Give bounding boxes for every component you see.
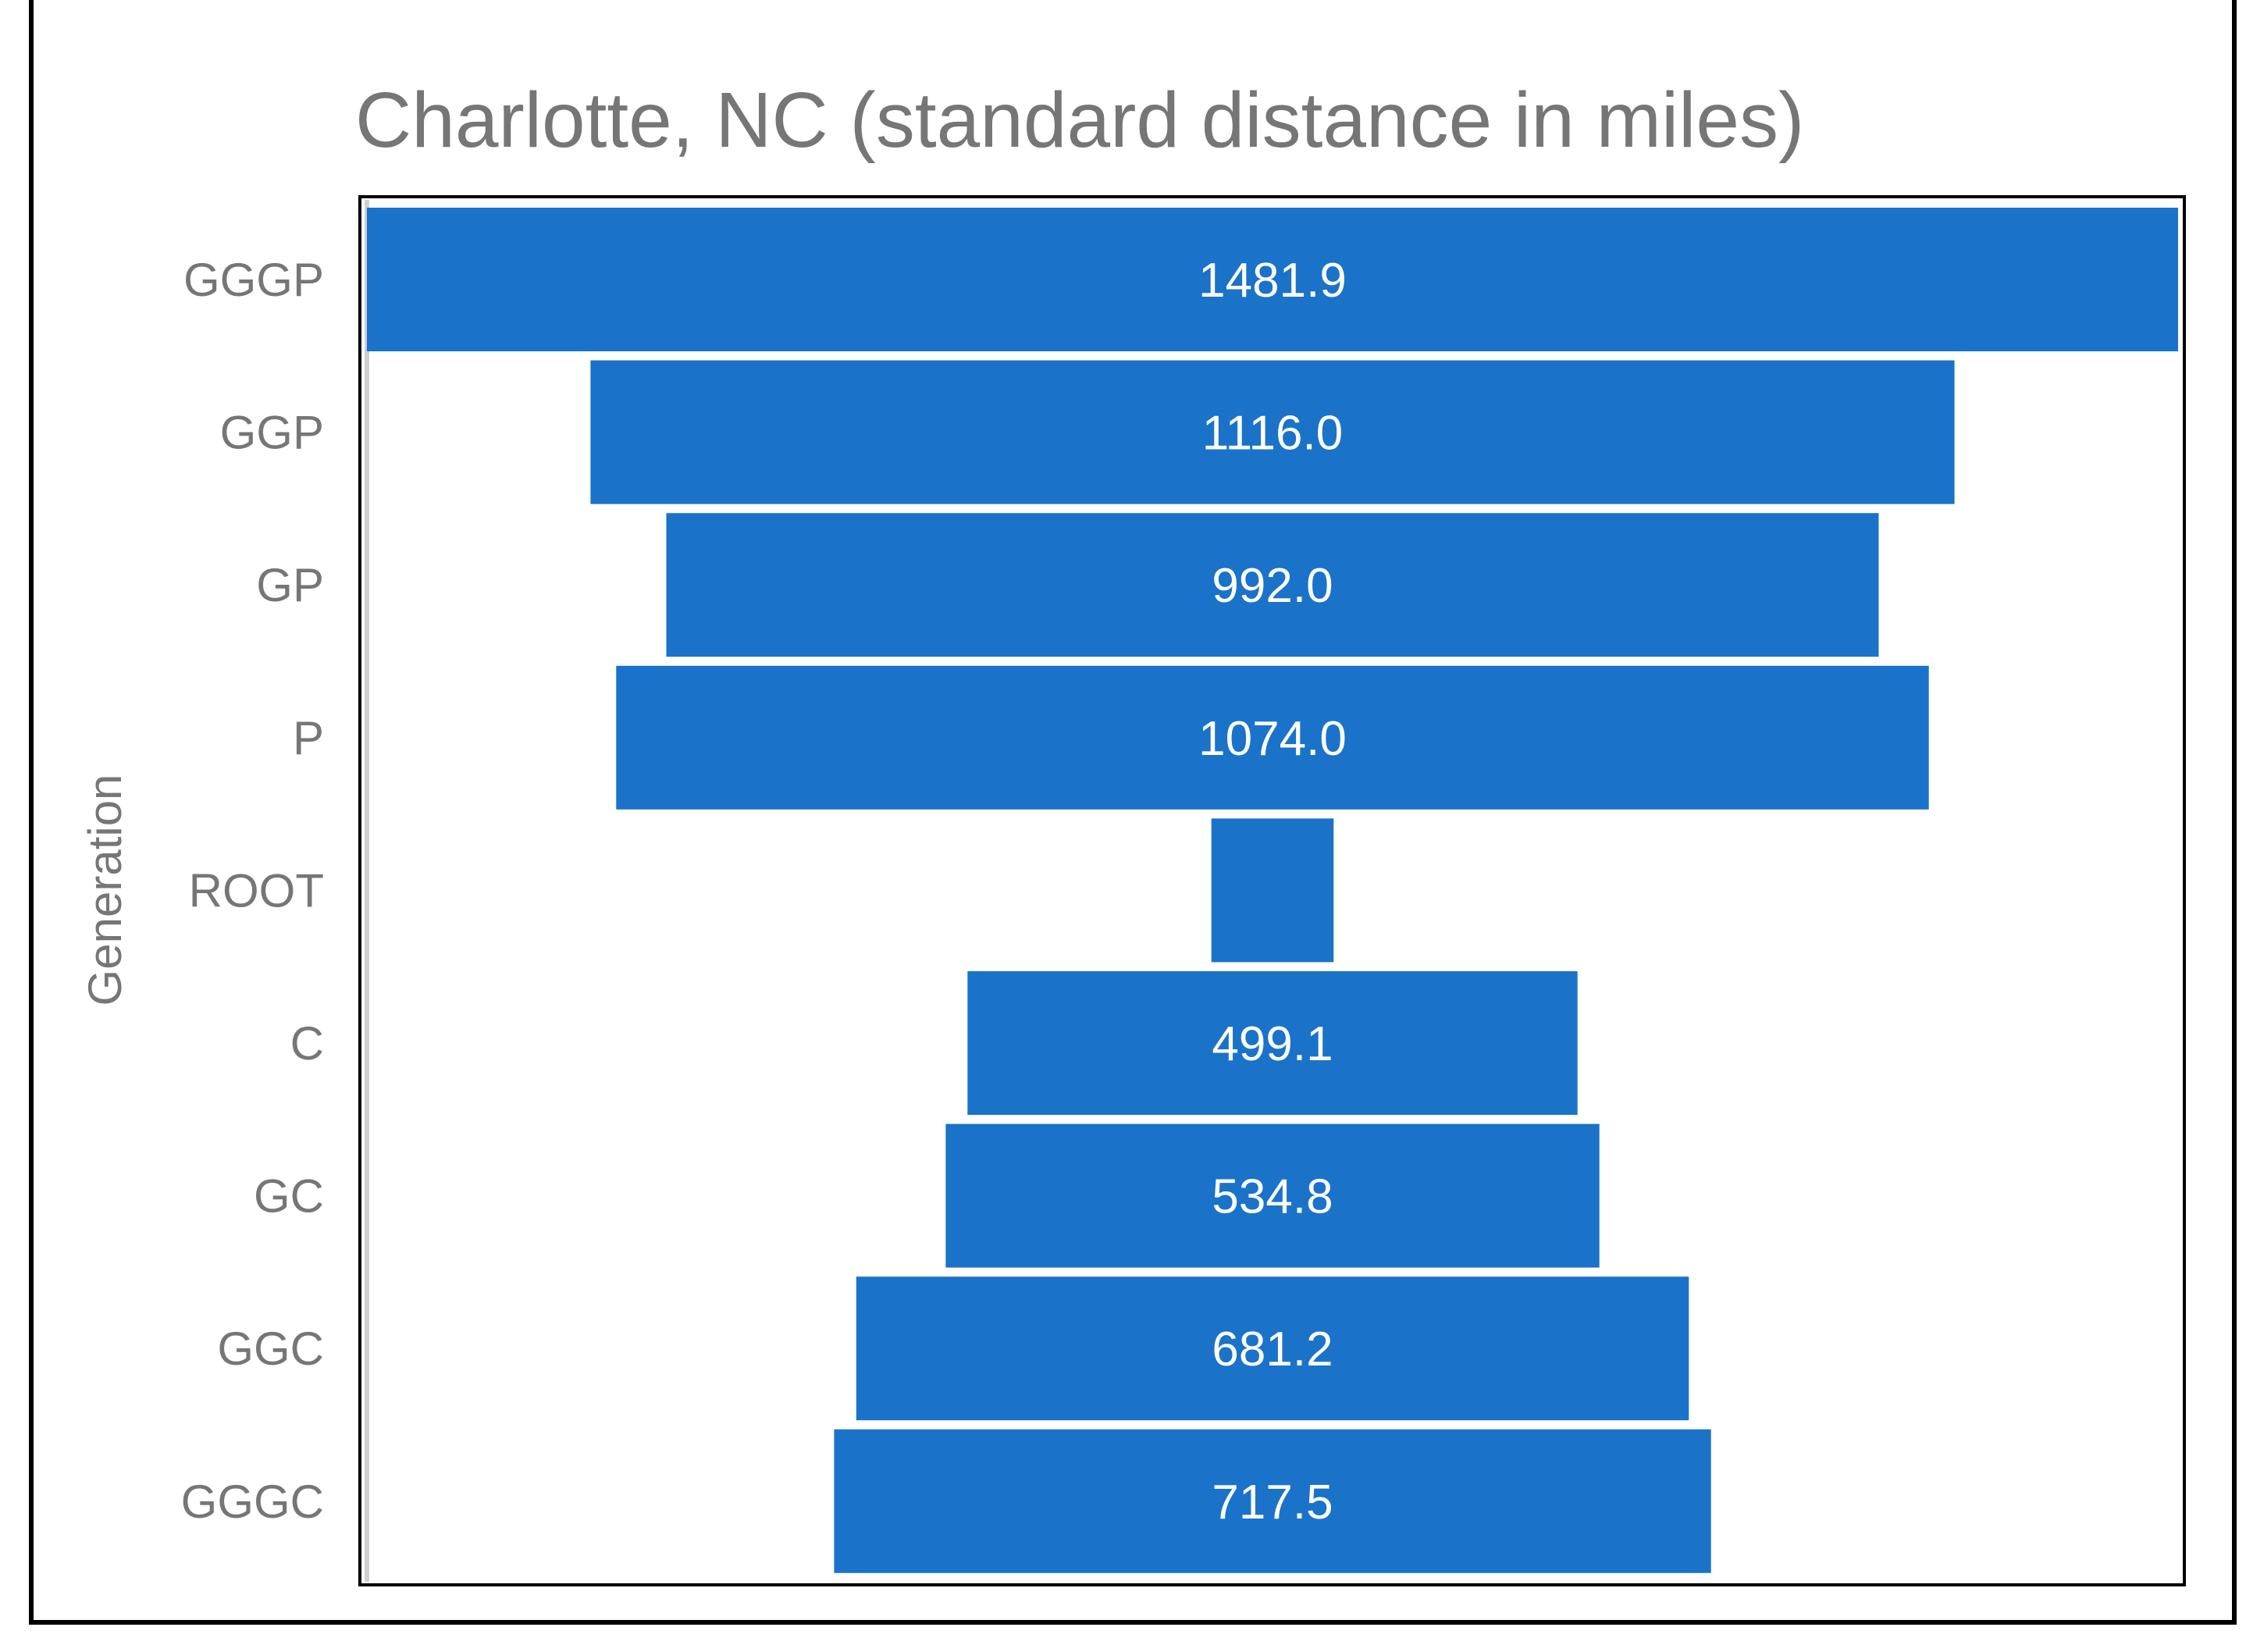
category-label-gggc: GGGC — [181, 1476, 324, 1528]
y-axis-title: Generation — [79, 774, 131, 1006]
funnel-bar-p — [616, 665, 1929, 810]
category-labels-group: GGGP GGP GP P ROOT C GC GGC GGGC — [181, 254, 324, 1528]
chart-title: Charlotte, NC (standard distance in mile… — [355, 77, 1804, 164]
funnel-bar-c — [967, 971, 1578, 1115]
category-label-c: C — [290, 1017, 324, 1070]
funnel-bar-gc — [945, 1123, 1600, 1268]
category-label-p: P — [293, 712, 324, 764]
data-label-ggp: 1116.0 — [1202, 407, 1343, 461]
funnel-bar-ggp — [590, 360, 1955, 504]
data-label-c: 499.1 — [1212, 1017, 1333, 1071]
category-label-root: ROOT — [189, 864, 324, 917]
category-label-ggp: GGP — [220, 407, 324, 459]
funnel-bar-gp — [666, 513, 1879, 657]
data-labels-group: 1481.9 1116.0 992.0 1074.0 499.1 534.8 681.2 71… — [1198, 254, 1347, 1529]
funnel-bar-gggc — [834, 1429, 1711, 1573]
funnel-bar-ggc — [856, 1276, 1689, 1421]
data-label-gc: 534.8 — [1212, 1170, 1333, 1224]
funnel-bar-root — [1211, 818, 1334, 963]
data-label-p: 1074.0 — [1198, 712, 1347, 766]
category-label-ggc: GGC — [217, 1323, 324, 1375]
data-label-gggc: 717.5 — [1212, 1476, 1333, 1529]
category-label-gggp: GGGP — [183, 254, 324, 306]
data-label-gggp: 1481.9 — [1198, 254, 1347, 308]
category-label-gc: GC — [254, 1170, 324, 1223]
bars-group — [367, 208, 2178, 1573]
data-label-ggc: 681.2 — [1212, 1323, 1333, 1376]
data-label-gp: 992.0 — [1212, 559, 1333, 613]
funnel-bar-gggp — [367, 208, 2178, 351]
category-label-gp: GP — [256, 559, 324, 611]
plot-area-frame — [358, 195, 2186, 1586]
